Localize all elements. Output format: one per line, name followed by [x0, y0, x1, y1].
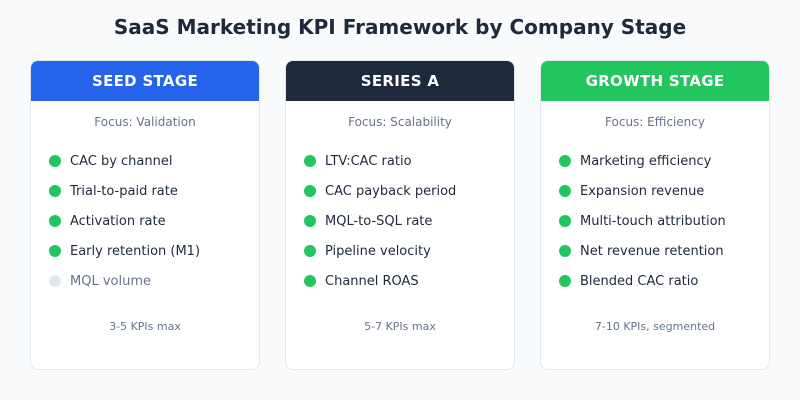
kpi-label: Early retention (M1) [70, 243, 201, 259]
kpi-label: Multi-touch attribution [580, 213, 726, 229]
kpi-label: Pipeline velocity [325, 243, 431, 259]
kpi-label: Marketing efficiency [580, 153, 712, 169]
kpi-item: CAC payback period [304, 176, 514, 206]
active-dot-icon [49, 185, 61, 197]
kpi-count-note: 3-5 KPIs max [109, 320, 181, 333]
kpi-label: Expansion revenue [580, 183, 705, 199]
kpi-item: Trial-to-paid rate [49, 176, 259, 206]
stage-header: GROWTH STAGE [541, 61, 769, 101]
kpi-label: LTV:CAC ratio [325, 153, 412, 169]
kpi-item: Marketing efficiency [559, 146, 769, 176]
active-dot-icon [49, 155, 61, 167]
kpi-item: Activation rate [49, 206, 259, 236]
kpi-item: Channel ROAS [304, 266, 514, 296]
active-dot-icon [49, 245, 61, 257]
page-title: SaaS Marketing KPI Framework by Company … [113, 15, 687, 39]
kpi-item: Pipeline velocity [304, 236, 514, 266]
kpi-item: Net revenue retention [559, 236, 769, 266]
kpi-item: MQL volume [49, 266, 259, 296]
kpi-count-note: 5-7 KPIs max [364, 320, 436, 333]
kpi-label: Channel ROAS [325, 273, 419, 289]
kpi-label: Blended CAC ratio [580, 273, 699, 289]
kpi-item: Multi-touch attribution [559, 206, 769, 236]
active-dot-icon [559, 215, 571, 227]
stage-header: SEED STAGE [31, 61, 259, 101]
stage-card: GROWTH STAGE Focus: Efficiency Marketing … [540, 60, 770, 370]
kpi-item: Early retention (M1) [49, 236, 259, 266]
kpi-list: LTV:CAC ratio CAC payback period MQL-to-SQ… [286, 146, 514, 296]
kpi-list: Marketing efficiency Expansion revenue Mul… [541, 146, 769, 296]
kpi-count-note: 7-10 KPIs, segmented [594, 320, 716, 333]
stage-card: SEED STAGE Focus: Validation CAC by chann… [30, 60, 260, 370]
kpi-label: Trial-to-paid rate [70, 183, 178, 199]
active-dot-icon [559, 185, 571, 197]
active-dot-icon [304, 275, 316, 287]
active-dot-icon [304, 155, 316, 167]
active-dot-icon [304, 245, 316, 257]
kpi-item: MQL-to-SQL rate [304, 206, 514, 236]
kpi-item: CAC by channel [49, 146, 259, 176]
kpi-item: Blended CAC ratio [559, 266, 769, 296]
stage-focus: Focus: Validation [94, 115, 196, 129]
kpi-item: Expansion revenue [559, 176, 769, 206]
kpi-item: LTV:CAC ratio [304, 146, 514, 176]
active-dot-icon [304, 185, 316, 197]
stage-focus: Focus: Scalability [348, 115, 452, 129]
active-dot-icon [559, 275, 571, 287]
active-dot-icon [304, 215, 316, 227]
stage-card: SERIES A Focus: Scalability LTV:CAC ratio… [285, 60, 515, 370]
kpi-label: MQL volume [70, 273, 151, 289]
kpi-list: CAC by channel Trial-to-paid rate Activati… [31, 146, 259, 296]
inactive-dot-icon [49, 275, 61, 287]
kpi-label: CAC payback period [325, 183, 457, 199]
kpi-label: CAC by channel [70, 153, 173, 169]
stage-focus: Focus: Efficiency [605, 115, 705, 129]
kpi-label: MQL-to-SQL rate [325, 213, 433, 229]
stage-header: SERIES A [286, 61, 514, 101]
active-dot-icon [49, 215, 61, 227]
active-dot-icon [559, 245, 571, 257]
active-dot-icon [559, 155, 571, 167]
kpi-label: Net revenue retention [580, 243, 724, 259]
kpi-label: Activation rate [70, 213, 166, 229]
